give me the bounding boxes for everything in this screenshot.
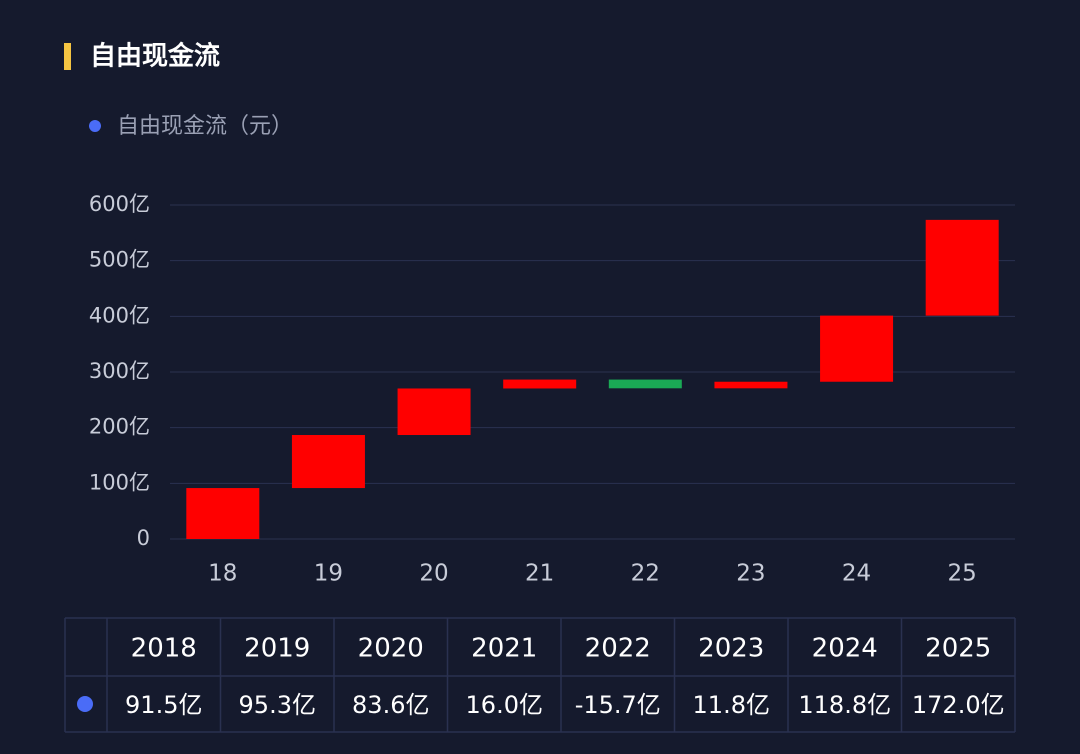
y-tick-label: 500亿 bbox=[89, 248, 150, 272]
table-header: 2019 bbox=[244, 634, 310, 664]
table-cell: 172.0亿 bbox=[912, 691, 1005, 719]
bar bbox=[925, 219, 999, 316]
y-tick-label: 100亿 bbox=[89, 470, 150, 494]
title-marker bbox=[64, 43, 71, 70]
bar bbox=[820, 315, 894, 382]
legend-marker bbox=[89, 120, 101, 132]
y-tick-label: 0 bbox=[137, 526, 150, 550]
table-cell: 118.8亿 bbox=[798, 691, 891, 719]
legend-label: 自由现金流（元） bbox=[117, 114, 293, 139]
table-cell: 83.6亿 bbox=[352, 691, 429, 719]
table-series-marker bbox=[77, 696, 93, 712]
table-header: 2023 bbox=[698, 634, 764, 664]
table-header: 2022 bbox=[585, 634, 651, 664]
bar bbox=[186, 488, 260, 539]
x-tick-label: 23 bbox=[736, 561, 765, 587]
y-tick-label: 400亿 bbox=[89, 303, 150, 327]
x-tick-label: 21 bbox=[525, 561, 554, 587]
bar bbox=[291, 435, 365, 489]
table-header: 2021 bbox=[471, 634, 537, 664]
bar bbox=[503, 379, 577, 389]
table-header: 2024 bbox=[812, 634, 878, 664]
table-cell: 95.3亿 bbox=[239, 691, 316, 719]
table-cell: 16.0亿 bbox=[466, 691, 543, 719]
y-tick-label: 300亿 bbox=[89, 359, 150, 383]
table-header: 2018 bbox=[131, 634, 197, 664]
bar bbox=[714, 381, 788, 389]
x-tick-label: 25 bbox=[948, 561, 977, 587]
bar bbox=[397, 388, 471, 436]
x-tick-label: 20 bbox=[419, 561, 448, 587]
chart-title: 自由现金流 bbox=[90, 41, 220, 72]
table-header: 2025 bbox=[925, 634, 991, 664]
x-tick-label: 22 bbox=[631, 561, 660, 587]
y-tick-label: 600亿 bbox=[89, 192, 150, 216]
bar bbox=[608, 379, 682, 389]
table-cell: -15.7亿 bbox=[575, 691, 661, 719]
table-cell: 91.5亿 bbox=[125, 691, 202, 719]
y-tick-label: 200亿 bbox=[89, 415, 150, 439]
table-header: 2020 bbox=[358, 634, 424, 664]
x-tick-label: 18 bbox=[208, 561, 237, 587]
x-tick-label: 19 bbox=[314, 561, 343, 587]
table-cell: 11.8亿 bbox=[693, 691, 770, 719]
x-tick-label: 24 bbox=[842, 561, 871, 587]
